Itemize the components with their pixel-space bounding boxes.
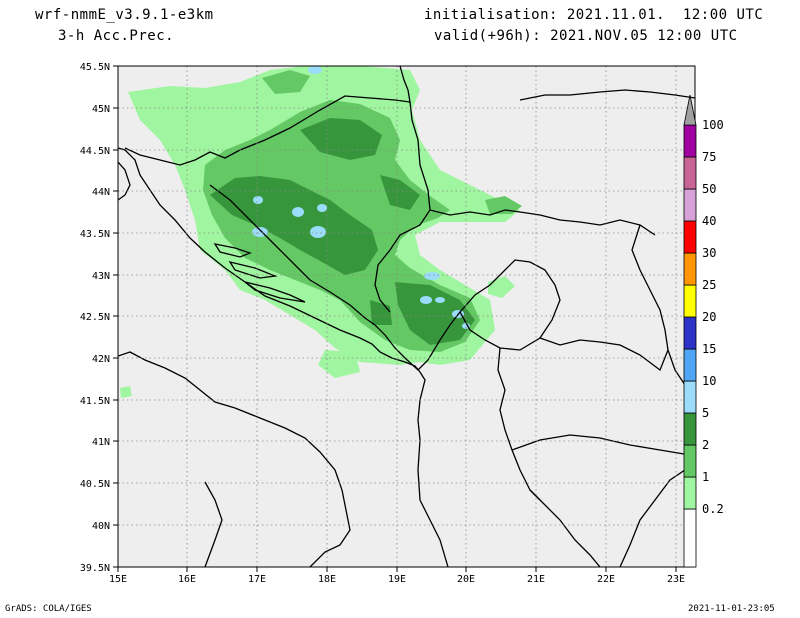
colorbar-label: 40 bbox=[702, 214, 716, 228]
colorbar-segment bbox=[683, 156, 697, 190]
lon-label: 16E bbox=[178, 574, 196, 585]
colorbar-below-range bbox=[683, 508, 697, 568]
montenegro-border bbox=[374, 311, 461, 371]
istria bbox=[118, 161, 131, 201]
footer-timestamp: 2021-11-01-23:05 bbox=[688, 604, 775, 614]
italy-coastline bbox=[118, 351, 351, 567]
latitude-labels: 45.5N 45N 44.5N 44N 43.5N 43N 42.5N 42N … bbox=[80, 62, 110, 574]
precip-heavy-patch bbox=[380, 175, 420, 210]
precip-light-patch bbox=[488, 276, 515, 298]
bosnia-south-border bbox=[209, 184, 376, 326]
lat-label: 40.5N bbox=[80, 479, 110, 490]
precip-light-patch bbox=[120, 386, 132, 398]
precip-medium-patch bbox=[485, 196, 522, 214]
lat-label: 45.5N bbox=[80, 62, 110, 73]
lon-label: 18E bbox=[318, 574, 336, 585]
colorbar-label: 10 bbox=[702, 374, 716, 388]
lat-label: 40N bbox=[92, 521, 110, 532]
lon-label: 17E bbox=[248, 574, 266, 585]
colorbar-label: 30 bbox=[702, 246, 716, 260]
colorbar-label: 2 bbox=[702, 438, 709, 452]
colorbar-segment bbox=[683, 284, 697, 318]
kosovo-border bbox=[459, 259, 561, 351]
colorbar-segment bbox=[683, 252, 697, 286]
valid-time: valid(+96h): 2021.NOV.05 12:00 UTC bbox=[434, 28, 738, 44]
colorbar-segment bbox=[683, 188, 697, 222]
colorbar-top-arrow bbox=[683, 94, 697, 126]
map-ticks bbox=[113, 65, 677, 572]
precip-heavy-area bbox=[210, 176, 378, 275]
field-name: 3-h Acc.Prec. bbox=[58, 28, 175, 44]
precipitation-field bbox=[120, 66, 522, 398]
adriatic-east-coast bbox=[118, 147, 449, 567]
greece-north-border bbox=[511, 434, 691, 456]
colorbar-segment bbox=[683, 220, 697, 254]
colorbar-label: 5 bbox=[702, 406, 709, 420]
lon-label: 23E bbox=[667, 574, 685, 585]
lat-label: 44N bbox=[92, 187, 110, 198]
lon-label: 20E bbox=[457, 574, 475, 585]
map-grid bbox=[118, 66, 695, 567]
precip-heavy-patch bbox=[370, 300, 392, 325]
colorbar-segment bbox=[683, 124, 697, 158]
colorbar-label: 75 bbox=[702, 150, 716, 164]
croatia-bosnia-border bbox=[124, 66, 411, 166]
precip-heavy-patch bbox=[395, 282, 475, 345]
lat-label: 43.5N bbox=[80, 229, 110, 240]
precip-medium-patch bbox=[262, 70, 310, 94]
lat-label: 41N bbox=[92, 437, 110, 448]
colorbar-label: 0.2 bbox=[702, 502, 724, 516]
colorbar-label: 20 bbox=[702, 310, 716, 324]
colorbar-label: 1 bbox=[702, 470, 709, 484]
init-time: initialisation: 2021.11.01. 12:00 UTC bbox=[424, 7, 764, 23]
colorbar-label: 50 bbox=[702, 182, 716, 196]
lat-label: 44.5N bbox=[80, 146, 110, 157]
macedonia-greece-border bbox=[539, 337, 669, 372]
lat-label: 45N bbox=[92, 104, 110, 115]
lat-label: 39.5N bbox=[80, 563, 110, 574]
precip-light-patch bbox=[318, 350, 360, 378]
colorbar-segment bbox=[683, 444, 697, 478]
colorbar-segment bbox=[683, 476, 697, 510]
colorbar: 0.2 1 2 5 10 15 20 25 30 40 50 75 100 bbox=[683, 94, 724, 568]
coastlines-borders bbox=[118, 66, 695, 567]
greece-coast bbox=[529, 489, 601, 567]
lon-label: 22E bbox=[597, 574, 615, 585]
colorbar-segment bbox=[683, 316, 697, 350]
colorbar-segment bbox=[683, 348, 697, 382]
precip-heavy-patch bbox=[300, 118, 382, 160]
lon-label: 21E bbox=[527, 574, 545, 585]
serbia-bulgaria-border bbox=[429, 209, 656, 236]
bulgaria-north-border bbox=[519, 89, 695, 101]
footer-credit: GrADS: COLA/IGES bbox=[5, 604, 92, 614]
colorbar-label: 15 bbox=[702, 342, 716, 356]
lat-label: 42N bbox=[92, 354, 110, 365]
lat-label: 41.5N bbox=[80, 396, 110, 407]
italy-heel bbox=[204, 481, 223, 567]
colorbar-label: 25 bbox=[702, 278, 716, 292]
lon-label: 15E bbox=[109, 574, 127, 585]
colorbar-segment bbox=[683, 380, 697, 414]
croatian-islands bbox=[213, 243, 306, 303]
lat-label: 42.5N bbox=[80, 312, 110, 323]
albania-macedonia-border bbox=[497, 347, 541, 501]
precip-5-10-patches bbox=[252, 66, 470, 329]
lon-label: 19E bbox=[388, 574, 406, 585]
bulgaria-west-border bbox=[631, 224, 695, 391]
colorbar-label: 100 bbox=[702, 118, 724, 132]
model-name: wrf-nmmE_v3.9.1-e3km bbox=[35, 7, 214, 23]
serbia-west-border bbox=[374, 101, 431, 313]
lat-label: 43N bbox=[92, 271, 110, 282]
longitude-labels: 15E 16E 17E 18E 19E 20E 21E 22E 23E bbox=[109, 574, 685, 585]
colorbar-segment bbox=[683, 412, 697, 446]
